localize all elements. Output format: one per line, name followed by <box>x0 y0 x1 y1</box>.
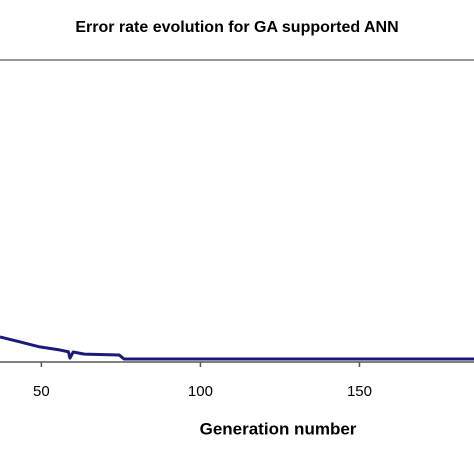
x-tick-label: 50 <box>33 383 50 400</box>
data-line <box>0 335 474 361</box>
x-tick-label: 150 <box>347 383 372 400</box>
x-tick-label: 100 <box>188 383 213 400</box>
x-axis-label: Generation number <box>200 419 357 438</box>
chart-title: Error rate evolution for GA supported AN… <box>75 19 398 36</box>
